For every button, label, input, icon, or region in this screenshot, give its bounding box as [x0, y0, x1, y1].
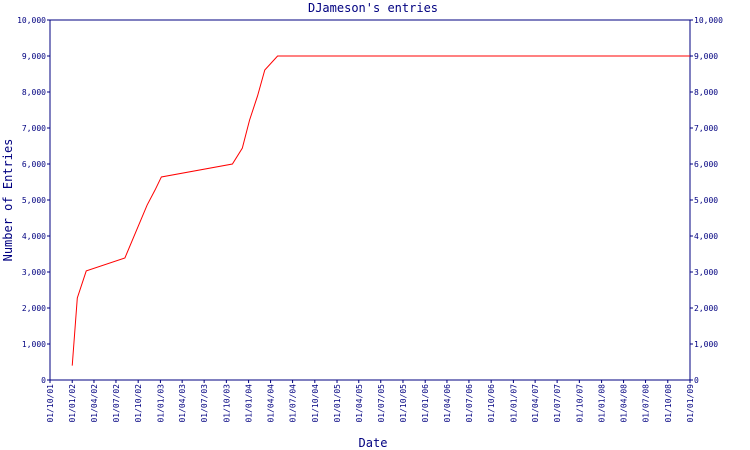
- x-tick-label: 01/01/08: [598, 384, 607, 423]
- x-tick-label: 01/01/07: [509, 384, 518, 423]
- y2-tick-label: 0: [694, 376, 699, 385]
- x-tick-label: 01/04/05: [355, 384, 364, 423]
- y2-tick-label: 4,000: [694, 232, 718, 241]
- y2-tick-label: 2,000: [694, 304, 718, 313]
- y2-tick-label: 6,000: [694, 160, 718, 169]
- x-tick-label: 01/10/02: [134, 384, 143, 423]
- data-line: [71, 55, 690, 366]
- y-tick-label: 2,000: [22, 304, 46, 313]
- chart-title: DJameson's entries: [308, 1, 438, 15]
- x-tick-label: 01/10/08: [664, 384, 673, 423]
- y2-tick-label: 7,000: [694, 124, 718, 133]
- x-tick-label: 01/04/02: [90, 384, 99, 423]
- x-tick-label: 01/10/07: [575, 384, 584, 423]
- y-tick-label: 5,000: [22, 196, 46, 205]
- y2-tick-label: 9,000: [694, 52, 718, 61]
- y2-tick-label: 3,000: [694, 268, 718, 277]
- y-tick-label: 10,000: [17, 16, 46, 25]
- x-tick-label: 01/07/04: [289, 384, 298, 423]
- x-axis-label: Date: [359, 436, 388, 450]
- x-tick-label: 01/07/06: [465, 384, 474, 423]
- y-tick-label: 3,000: [22, 268, 46, 277]
- x-tick-label: 01/01/02: [68, 384, 77, 423]
- y-tick-label: 8,000: [22, 88, 46, 97]
- y-tick-label: 7,000: [22, 124, 46, 133]
- x-tick-label: 01/07/02: [112, 384, 121, 423]
- x-tick-label: 01/04/03: [178, 384, 187, 423]
- y-tick-label: 9,000: [22, 52, 46, 61]
- x-tick-label: 01/10/03: [222, 384, 231, 423]
- plot-frame: [49, 19, 691, 381]
- x-tick-label: 01/10/06: [487, 384, 496, 423]
- y-tick-label: 6,000: [22, 160, 46, 169]
- x-tick-label: 01/01/06: [421, 384, 430, 423]
- x-tick-label: 01/04/08: [620, 384, 629, 423]
- x-tick-label: 01/04/06: [443, 384, 452, 423]
- y-axis-label: Number of Entries: [1, 139, 15, 262]
- y2-tick-label: 8,000: [694, 88, 718, 97]
- x-tick-label: 01/01/04: [245, 384, 254, 423]
- y2-tick-label: 10,000: [694, 16, 723, 25]
- y-tick-label: 1,000: [22, 340, 46, 349]
- y-tick-label: 0: [41, 376, 46, 385]
- x-tick-label: 01/10/01: [46, 384, 55, 423]
- x-tick-label: 01/07/05: [377, 384, 386, 423]
- x-tick-label: 01/04/04: [267, 384, 276, 423]
- y-tick-label: 4,000: [22, 232, 46, 241]
- x-tick-label: 01/07/03: [200, 384, 209, 423]
- x-tick-label: 01/01/09: [686, 384, 695, 423]
- x-tick-label: 01/01/05: [333, 384, 342, 423]
- x-tick-label: 01/04/07: [531, 384, 540, 423]
- x-tick-label: 01/07/08: [642, 384, 651, 423]
- x-tick-label: 01/01/03: [156, 384, 165, 423]
- x-tick-label: 01/10/05: [399, 384, 408, 423]
- y2-tick-label: 1,000: [694, 340, 718, 349]
- y2-tick-label: 5,000: [694, 196, 718, 205]
- x-tick-label: 01/07/07: [553, 384, 562, 423]
- x-tick-label: 01/10/04: [311, 384, 320, 423]
